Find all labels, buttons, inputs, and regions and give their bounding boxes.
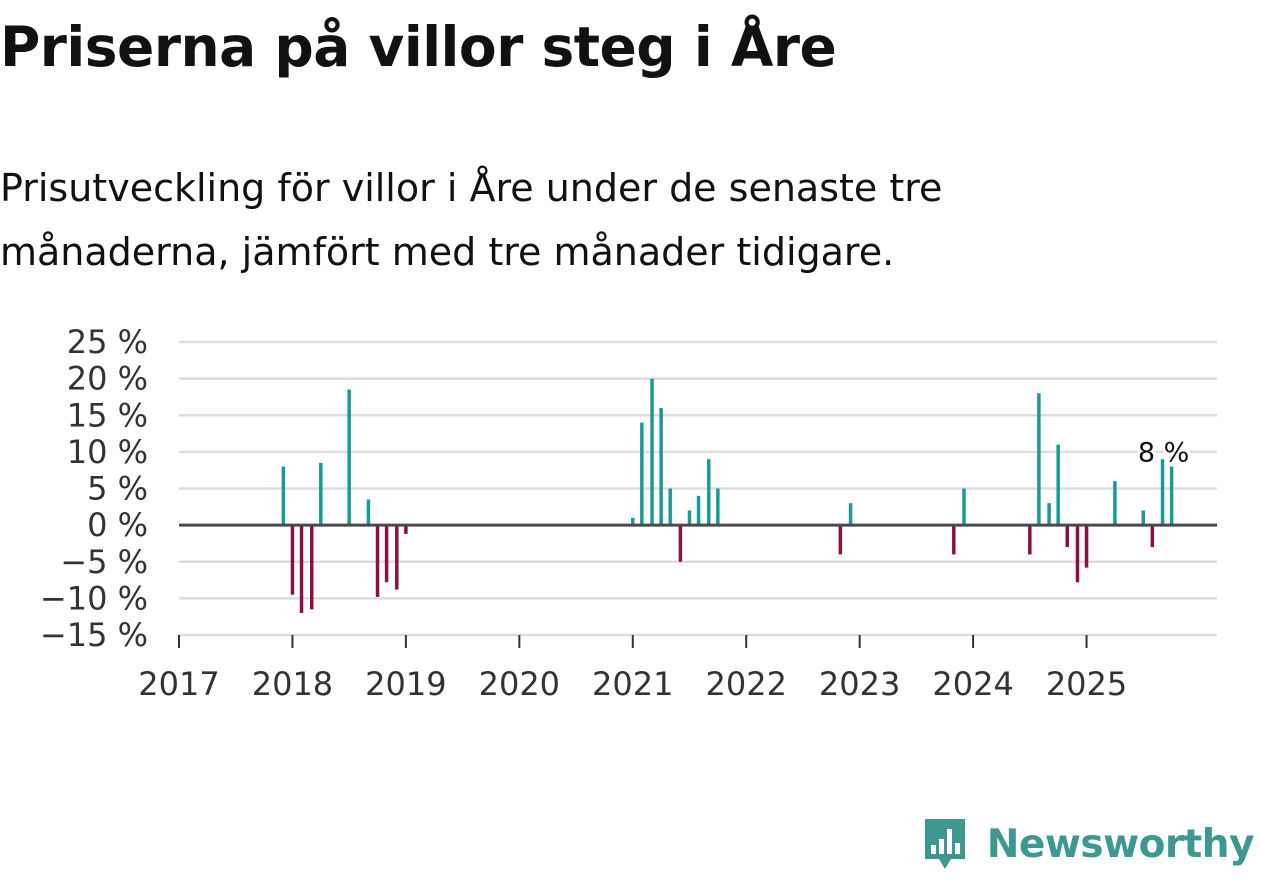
positive-bar xyxy=(696,495,701,526)
x-tick-label: 2022 xyxy=(705,665,786,703)
x-tick-label: 2024 xyxy=(932,665,1013,703)
x-tick-label: 2025 xyxy=(1046,665,1127,703)
positive-bar xyxy=(631,517,635,526)
positive-bar xyxy=(716,488,720,526)
y-tick-label: 10 % xyxy=(67,433,148,471)
chart-subtitle: Prisutveckling för villor i Åre under de… xyxy=(0,166,943,274)
brand-logo: Newsworthy xyxy=(921,815,1255,873)
negative-bar xyxy=(1075,525,1080,583)
negative-bar xyxy=(952,525,956,555)
negative-bar xyxy=(678,525,683,562)
positive-bar xyxy=(281,466,286,526)
negative-bar xyxy=(299,525,304,614)
x-tick-label: 2020 xyxy=(479,665,560,703)
positive-bar xyxy=(1047,503,1051,526)
y-tick-label: 20 % xyxy=(67,360,148,398)
positive-bar xyxy=(1141,510,1146,526)
y-tick-label: −10 % xyxy=(40,579,148,617)
y-tick-label: 15 % xyxy=(67,396,148,434)
negative-bar xyxy=(838,525,843,555)
negative-bar xyxy=(1084,525,1089,568)
negative-bar xyxy=(309,525,314,610)
negative-bar xyxy=(1065,525,1070,548)
negative-bar xyxy=(375,525,380,597)
brand-name: Newsworthy xyxy=(986,821,1255,867)
positive-bar xyxy=(366,499,371,526)
negative-bar xyxy=(404,525,408,534)
positive-bar xyxy=(650,378,654,526)
positive-bar xyxy=(1160,459,1165,526)
positive-bar xyxy=(319,462,323,526)
x-tick-label: 2023 xyxy=(819,665,900,703)
positive-bar xyxy=(1056,444,1060,526)
x-tick-label: 2018 xyxy=(252,665,333,703)
bar-chart-logo-icon xyxy=(924,819,965,869)
positive-bar xyxy=(1037,393,1041,526)
positive-bar xyxy=(640,422,644,526)
negative-bar xyxy=(1028,525,1032,555)
negative-bar xyxy=(1150,525,1155,548)
y-tick-label: −5 % xyxy=(60,543,148,581)
negative-bar xyxy=(395,525,399,590)
annotation-label: 8 % xyxy=(1138,438,1189,469)
positive-bar xyxy=(1113,481,1117,526)
negative-bar xyxy=(384,525,389,583)
x-tick-label: 2021 xyxy=(592,665,673,703)
y-tick-label: 25 % xyxy=(67,323,148,361)
positive-bar xyxy=(848,503,853,526)
positive-bar xyxy=(668,488,672,526)
negative-bar xyxy=(290,525,295,595)
positive-bar xyxy=(687,510,692,526)
positive-bar xyxy=(707,459,711,526)
y-tick-label: −15 % xyxy=(40,616,148,654)
x-tick-label: 2019 xyxy=(365,665,446,703)
positive-bar xyxy=(347,389,351,526)
y-tick-label: 5 % xyxy=(87,470,148,508)
x-tick-label: 2017 xyxy=(138,665,219,703)
y-tick-label: 0 % xyxy=(87,506,148,544)
positive-bar xyxy=(659,407,663,526)
positive-bar xyxy=(1169,466,1174,526)
positive-bar xyxy=(962,488,966,526)
page-title: Priserna på villor steg i Åre xyxy=(0,15,837,79)
